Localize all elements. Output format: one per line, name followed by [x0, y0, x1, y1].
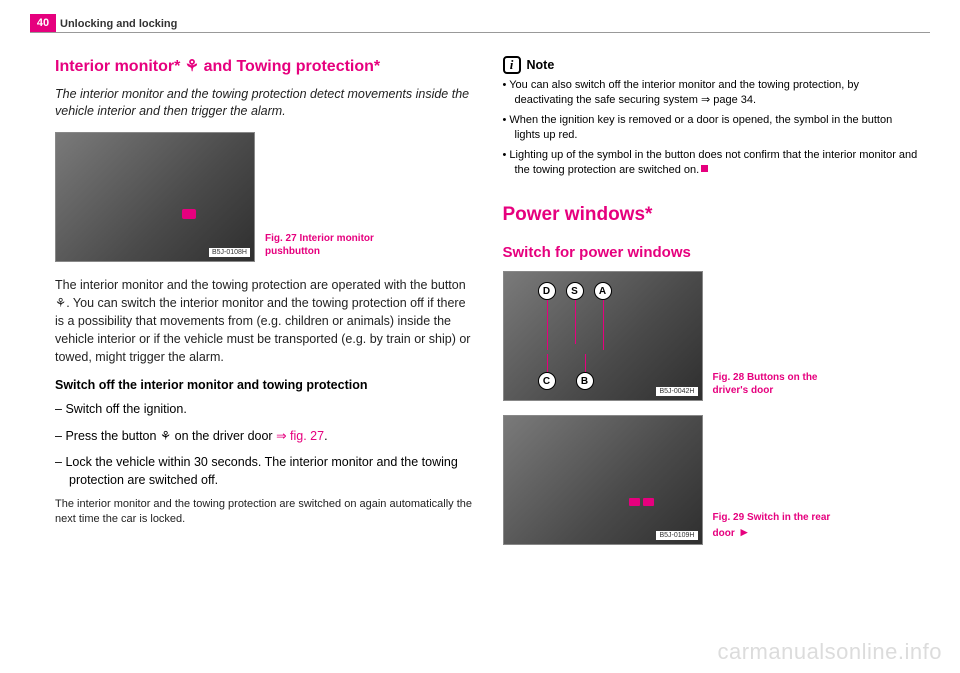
- note-1-text-a: You can also switch off the interior mon…: [509, 79, 859, 106]
- callout-d: D: [538, 282, 556, 300]
- figure-29-image: [503, 415, 703, 545]
- note-item-1: You can also switch off the interior mon…: [503, 78, 921, 109]
- left-column: Interior monitor* ⚘ and Towing protectio…: [55, 56, 473, 643]
- callout-line-s: [575, 300, 576, 344]
- end-section-icon: [701, 165, 708, 172]
- step-2-text-a: Press the button ⚘ on the driver door: [65, 429, 276, 443]
- continue-arrow-icon: ▸: [741, 524, 748, 539]
- section-summary: The interior monitor and the towing prot…: [55, 86, 473, 120]
- figure-27-image: [55, 132, 255, 262]
- info-icon: i: [503, 56, 521, 74]
- content-columns: Interior monitor* ⚘ and Towing protectio…: [55, 56, 920, 643]
- paragraph-operation: The interior monitor and the towing prot…: [55, 276, 473, 367]
- rear-door-switch-icon: [629, 498, 654, 506]
- page-header: Unlocking and locking: [60, 18, 177, 30]
- note-1-text-b: page 34.: [710, 94, 756, 106]
- figure-28-caption: Fig. 28 Buttons on the driver's door: [713, 371, 833, 401]
- step-3: Lock the vehicle within 30 seconds. The …: [55, 453, 473, 489]
- section-title-interior-monitor: Interior monitor* ⚘ and Towing protectio…: [55, 56, 473, 76]
- callout-b: B: [576, 372, 594, 390]
- callout-c: C: [538, 372, 556, 390]
- watermark: carmanualsonline.info: [717, 639, 942, 665]
- figure-28-image: D S A C B: [503, 271, 703, 401]
- step-1: Switch off the ignition.: [55, 400, 473, 418]
- note-item-3: Lighting up of the symbol in the button …: [503, 148, 921, 179]
- figure-29-block: Fig. 29 Switch in the rear door▸: [503, 415, 921, 545]
- callout-line-d: [547, 300, 548, 350]
- callout-line-c: [547, 354, 548, 372]
- section-title-power-windows: Power windows*: [503, 204, 921, 226]
- note-item-2: When the ignition key is removed or a do…: [503, 113, 921, 144]
- figure-29-caption: Fig. 29 Switch in the rear door▸: [713, 511, 833, 545]
- page-number: 40: [30, 14, 56, 32]
- note-title: Note: [527, 58, 555, 72]
- step-2: Press the button ⚘ on the driver door ⇒ …: [55, 427, 473, 445]
- right-column: i Note You can also switch off the inter…: [503, 56, 921, 643]
- subsection-title-switch: Switch for power windows: [503, 244, 921, 261]
- step-2-text-b: .: [324, 429, 327, 443]
- callout-a: A: [594, 282, 612, 300]
- footnote-auto-on: The interior monitor and the towing prot…: [55, 497, 473, 528]
- header-rule: [30, 32, 930, 33]
- figure-28-callouts: D S A C B: [504, 272, 702, 400]
- callout-line-b: [585, 354, 586, 372]
- figure-27-block: Fig. 27 Interior monitor pushbutton: [55, 132, 473, 262]
- step-2-figref: ⇒ fig. 27: [276, 429, 324, 443]
- note-heading: i Note: [503, 56, 921, 74]
- interior-monitor-pushbutton-icon: [182, 209, 196, 219]
- callout-s: S: [566, 282, 584, 300]
- subheading-switch-off: Switch off the interior monitor and towi…: [55, 378, 473, 392]
- callout-line-a: [603, 300, 604, 350]
- figure-28-block: D S A C B Fig. 28 Buttons on the driver'…: [503, 271, 921, 401]
- note-3-text: Lighting up of the symbol in the button …: [509, 149, 917, 176]
- figure-27-caption: Fig. 27 Interior monitor pushbutton: [265, 232, 385, 262]
- note-1-arrow: ⇒: [701, 94, 710, 106]
- figure-29-caption-text: Fig. 29 Switch in the rear door: [713, 512, 831, 539]
